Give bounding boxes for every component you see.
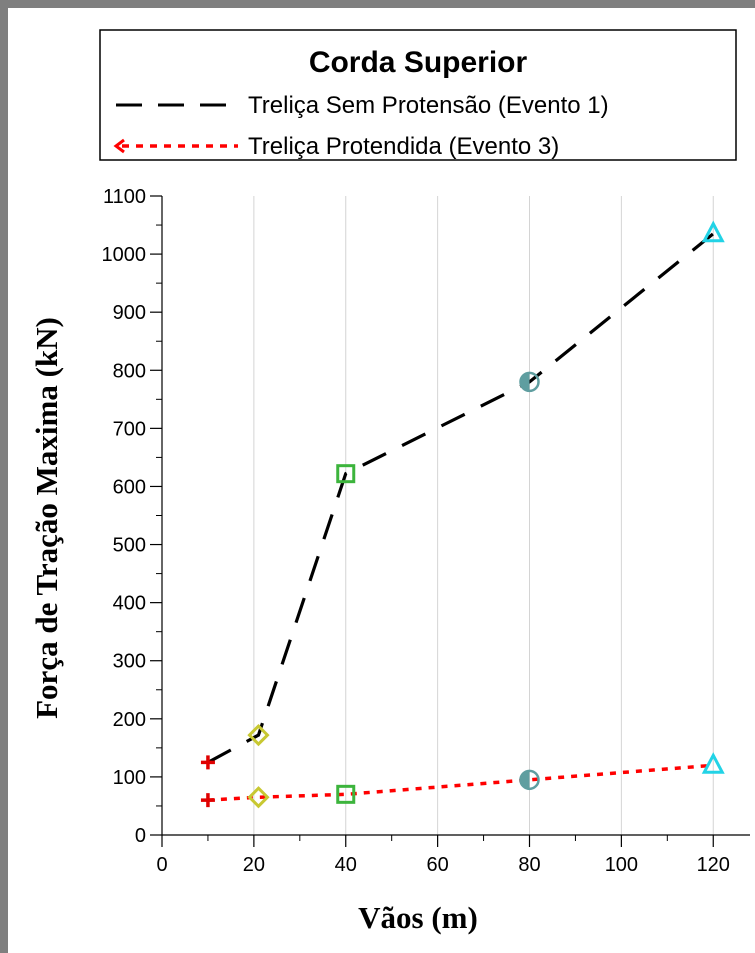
y-tick-label: 1100: [103, 186, 146, 208]
y-axis-label: Força de Tração Maxima (kN): [29, 317, 64, 719]
gridlines: [253, 196, 714, 835]
legend-box: [99, 29, 737, 161]
x-axis-label: Vãos (m): [358, 900, 478, 935]
marker-shape: [247, 723, 270, 747]
series-lines: [207, 232, 715, 802]
y-tick-label: 700: [113, 418, 146, 440]
series-line-2: [207, 763, 714, 802]
legend-marker-series-2: [113, 138, 125, 154]
x-tick-label: 0: [156, 854, 167, 876]
legend-label-series-2: Treliça Protendida (Evento 3): [248, 133, 559, 160]
marker-triangle-series-2: [701, 752, 725, 774]
marker-shape: [701, 752, 725, 774]
y-tick-label: 400: [113, 593, 146, 615]
y-tick-label: 800: [113, 360, 146, 382]
y-tick-label: 100: [113, 767, 146, 789]
marker-shape: [247, 786, 270, 809]
y-tick-label: 0: [135, 825, 146, 847]
series-line-1: [207, 232, 715, 764]
x-tick-label: 100: [605, 854, 638, 876]
legend-label-series-1: Treliça Sem Protensão (Evento 1): [248, 92, 609, 119]
marker-shape: [336, 784, 356, 804]
x-tick-label: 60: [427, 854, 449, 876]
marker-square-series-2: [336, 784, 356, 804]
marker-half-circle-series-1: [519, 371, 540, 393]
legend-title: Corda Superior: [309, 46, 528, 79]
marker-shape: [519, 769, 540, 791]
marker-diamond-series-2: [247, 786, 270, 809]
marker-square-series-1: [336, 464, 356, 484]
y-tick-label: 900: [113, 302, 146, 324]
x-tick-label: 80: [518, 854, 540, 876]
marker-shape: [336, 464, 356, 484]
marker-half-circle-series-2: [519, 769, 540, 791]
x-tick-label: 120: [697, 854, 730, 876]
y-tick-label: 500: [113, 535, 146, 557]
marker-plus-series-2: [200, 793, 215, 808]
x-tick-label: 40: [335, 854, 357, 876]
y-tick-label: 1000: [102, 244, 147, 266]
y-tick-label: 200: [113, 709, 146, 731]
axes: 0 100 200 300 400 500 600 700 800 900 1000 1100 0 20 4…: [102, 186, 750, 876]
marker-shape: [519, 371, 540, 393]
data-markers: [200, 220, 725, 809]
legend: Corda Superior Treliça Sem Protensão (Ev…: [99, 29, 737, 161]
marker-shape: [701, 220, 725, 243]
marker-triangle-series-1: [701, 220, 725, 243]
chart-frame: [8, 8, 755, 953]
x-tick-label: 20: [243, 854, 265, 876]
y-tick-label: 300: [113, 651, 146, 673]
y-tick-label: 600: [113, 476, 146, 498]
marker-diamond-series-1: [247, 723, 270, 747]
marker-plus-series-1: [200, 755, 215, 770]
